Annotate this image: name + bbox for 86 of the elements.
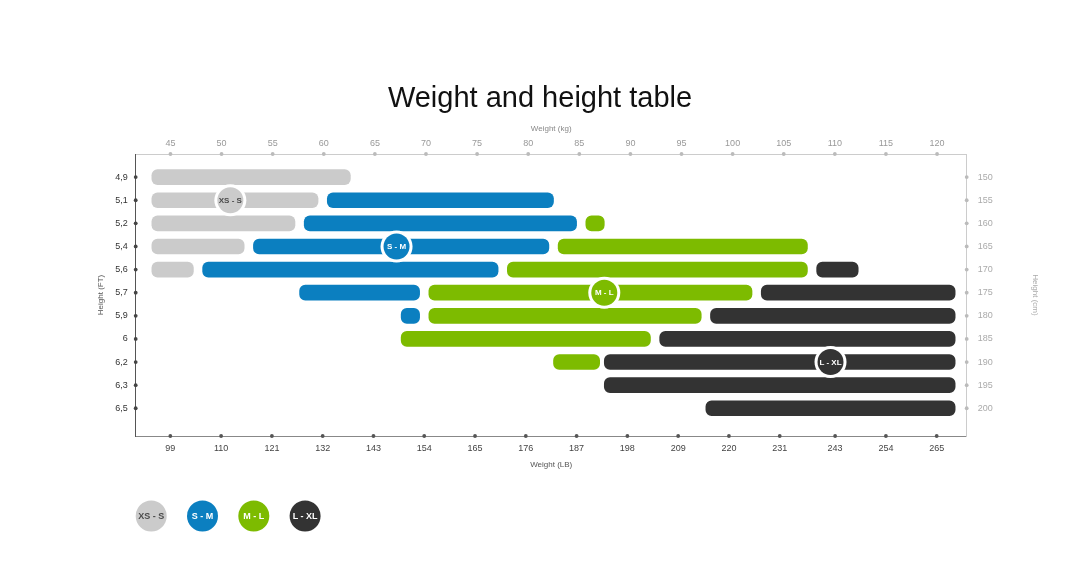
- x2-tick-label: 60: [318, 138, 329, 149]
- annotation: L - XL: [819, 357, 842, 367]
- x2-tick-label: 70: [420, 138, 431, 149]
- x2-tick-label: 75: [472, 138, 483, 149]
- y-tick-label: 6: [122, 333, 128, 344]
- chart-title: Weight and height table: [386, 81, 694, 113]
- bar: [603, 377, 956, 393]
- y-tick-label: 6,2: [115, 356, 128, 367]
- bar: [326, 192, 554, 209]
- bar: [151, 169, 351, 185]
- text: L - XL: [292, 510, 319, 521]
- x2-tick-label: 90: [625, 138, 636, 149]
- x2-tick-label: 110: [827, 138, 843, 149]
- x-tick-label: 198: [619, 442, 635, 453]
- bar: [816, 261, 859, 278]
- x-tick-label: 220: [721, 442, 737, 453]
- y-tick-label: 5,4: [115, 240, 128, 251]
- y-tick-label: 5,2: [115, 217, 128, 228]
- bar: [507, 261, 808, 278]
- bar: [202, 261, 499, 278]
- x-tick-label: 121: [264, 442, 280, 453]
- bar: [710, 307, 956, 324]
- x2-tick-label: 115: [878, 138, 894, 149]
- bar: [151, 261, 194, 278]
- text: XS - S: [138, 510, 165, 521]
- bar: [553, 354, 601, 370]
- bar: [760, 284, 956, 301]
- bar: [659, 331, 956, 347]
- y2-tick-label: 175: [977, 287, 993, 298]
- x2-tick-label: 95: [676, 138, 687, 149]
- y2-tick-label: 155: [977, 194, 993, 205]
- x-tick-label: 231: [772, 442, 788, 453]
- bar: [705, 400, 956, 417]
- y-tick-label: 5,1: [115, 194, 128, 205]
- text: S - M: [191, 510, 214, 521]
- x2-tick-label: 120: [929, 138, 945, 149]
- y2-tick-label: 180: [977, 310, 993, 321]
- x-tick-label: 154: [416, 442, 432, 453]
- annotation: M - L: [594, 288, 614, 298]
- y-tick-label: 5,7: [115, 287, 128, 298]
- bar: [151, 238, 245, 255]
- y2-tick-label: 150: [977, 171, 993, 182]
- y2-tick-label: 170: [977, 264, 993, 275]
- y-tick-label: 6,3: [115, 379, 128, 390]
- y2-tick-label: 200: [977, 402, 993, 413]
- y2-tick-label: 195: [977, 379, 993, 390]
- x-tick-label: 187: [569, 442, 585, 453]
- x2-axis-title: Weight (kg): [530, 124, 572, 133]
- y2-axis-title: Height (cm): [1031, 274, 1040, 316]
- x2-tick-label: 65: [369, 138, 380, 149]
- x2-tick-label: 100: [725, 138, 741, 149]
- y-axis-title: Height (FT): [96, 274, 105, 316]
- x-tick-label: 243: [827, 442, 843, 453]
- y2-tick-label: 165: [977, 240, 993, 251]
- bar: [400, 331, 651, 347]
- x2-tick-label: 55: [267, 138, 278, 149]
- bar: [557, 238, 808, 255]
- x-tick-label: 165: [467, 442, 483, 453]
- x-axis-title: Weight (LB): [530, 460, 573, 470]
- x-tick-label: 265: [929, 442, 945, 453]
- x2-tick-label: 80: [523, 138, 534, 149]
- bar: [428, 307, 702, 324]
- y2-tick-label: 185: [977, 333, 993, 344]
- x-tick-label: 110: [213, 442, 229, 453]
- x2-tick-label: 45: [165, 138, 176, 149]
- y2-tick-label: 160: [977, 217, 993, 228]
- x-tick-label: 132: [315, 442, 331, 453]
- annotation: XS - S: [218, 195, 243, 205]
- y-tick-label: 5,9: [115, 310, 128, 321]
- x-tick-label: 209: [670, 442, 686, 453]
- bar: [151, 215, 296, 232]
- bar: [299, 284, 420, 301]
- y2-tick-label: 190: [977, 356, 993, 367]
- x2-tick-label: 50: [216, 138, 227, 149]
- x2-tick-label: 105: [776, 138, 792, 149]
- y-tick-label: 4,9: [115, 171, 128, 182]
- text: M - L: [243, 510, 265, 521]
- x-tick-label: 176: [518, 442, 534, 453]
- x2-tick-label: 85: [574, 138, 585, 149]
- y-tick-label: 6,5: [115, 402, 128, 413]
- x-tick-label: 254: [878, 442, 894, 453]
- bar: [303, 215, 577, 232]
- x-tick-label: 99: [165, 442, 176, 453]
- y-tick-label: 5,6: [115, 264, 128, 275]
- x-tick-label: 143: [365, 442, 381, 453]
- annotation: S - M: [386, 242, 407, 252]
